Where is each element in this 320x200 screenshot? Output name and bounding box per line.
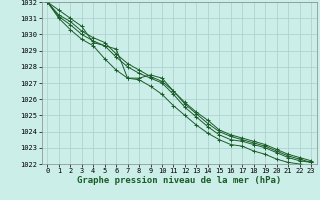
X-axis label: Graphe pression niveau de la mer (hPa): Graphe pression niveau de la mer (hPa) bbox=[77, 176, 281, 185]
